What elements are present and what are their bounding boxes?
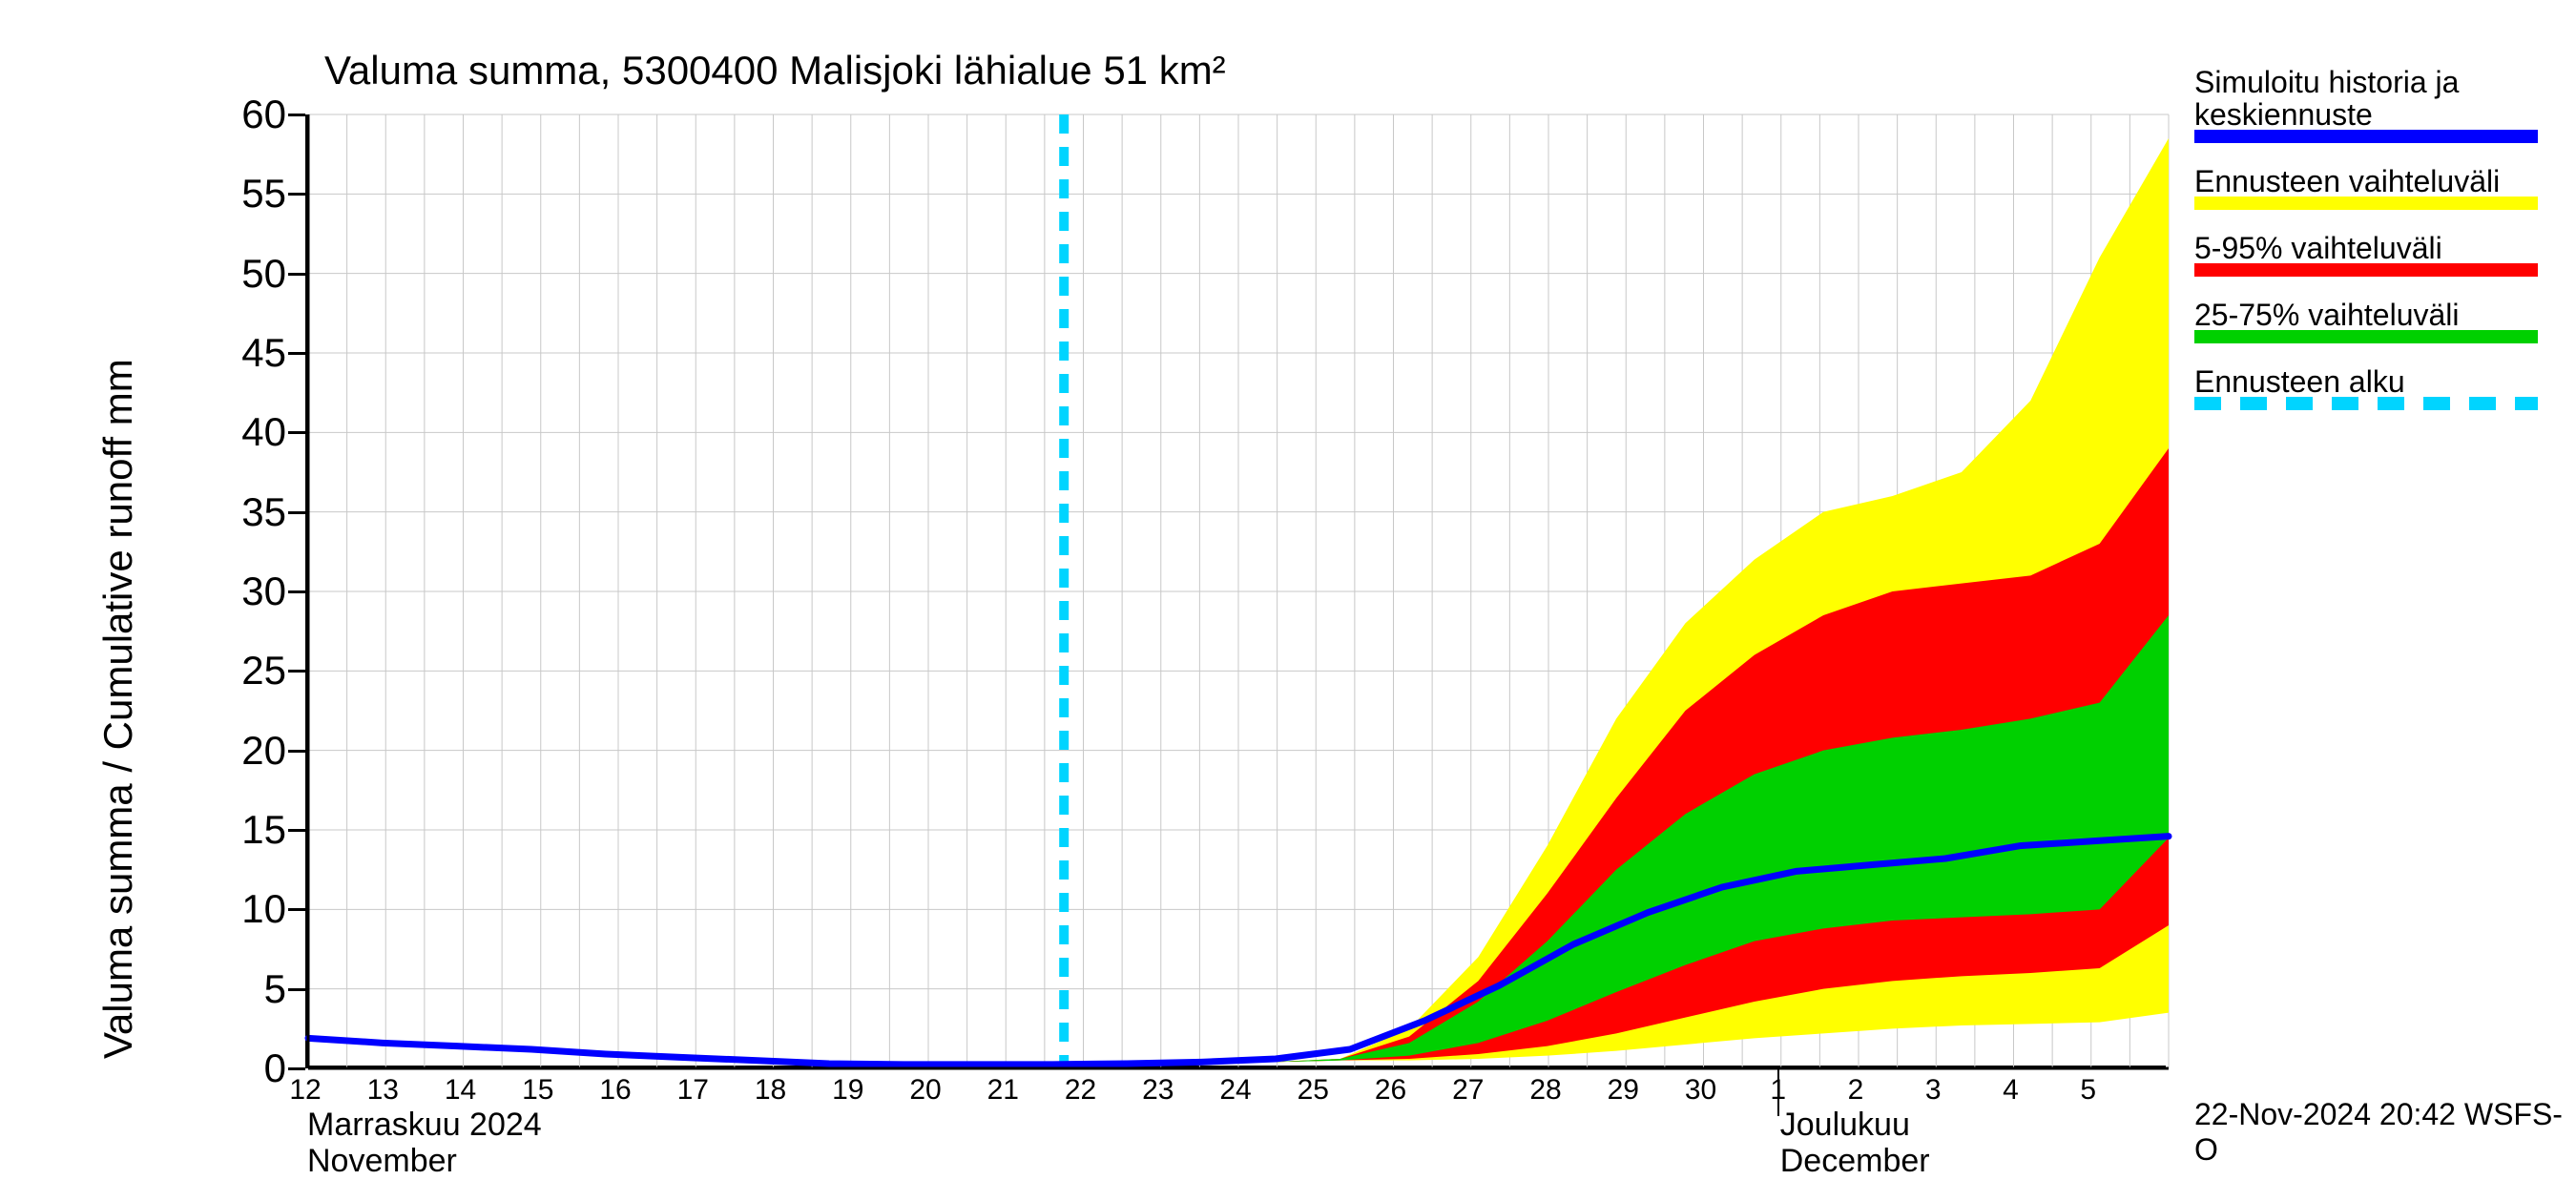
legend-swatch bbox=[2194, 263, 2538, 277]
y-tick-mark bbox=[288, 750, 305, 753]
y-tick-mark bbox=[288, 908, 305, 911]
y-tick-mark bbox=[288, 670, 305, 673]
month-label: December bbox=[1780, 1143, 1930, 1180]
x-tick-label: 5 bbox=[2080, 1074, 2096, 1107]
legend-label: keskiennuste bbox=[2194, 97, 2373, 133]
chart-title: Valuma summa, 5300400 Malisjoki lähialue… bbox=[324, 48, 1226, 93]
lines-layer bbox=[308, 114, 2169, 1068]
x-tick-label: 12 bbox=[289, 1074, 321, 1107]
x-tick-label: 24 bbox=[1219, 1074, 1251, 1107]
y-tick-label: 60 bbox=[191, 92, 286, 137]
month-divider bbox=[1777, 1068, 1779, 1116]
y-tick-mark bbox=[288, 829, 305, 832]
y-tick-mark bbox=[288, 988, 305, 991]
x-tick-label: 28 bbox=[1529, 1074, 1561, 1107]
x-tick-label: 13 bbox=[367, 1074, 399, 1107]
legend-swatch bbox=[2194, 330, 2538, 343]
y-tick-label: 20 bbox=[191, 728, 286, 774]
legend-label: 25-75% vaihteluväli bbox=[2194, 298, 2460, 333]
y-tick-label: 15 bbox=[191, 807, 286, 853]
x-tick-label: 14 bbox=[445, 1074, 476, 1107]
y-tick-mark bbox=[288, 511, 305, 514]
chart-container: Valuma summa, 5300400 Malisjoki lähialue… bbox=[0, 0, 2576, 1145]
legend-label: Simuloitu historia ja bbox=[2194, 65, 2459, 100]
month-label: November bbox=[307, 1143, 457, 1180]
x-tick-label: 15 bbox=[522, 1074, 553, 1107]
y-tick-label: 50 bbox=[191, 251, 286, 297]
x-tick-label: 23 bbox=[1142, 1074, 1174, 1107]
legend-label: Ennusteen alku bbox=[2194, 364, 2405, 400]
legend-swatch bbox=[2194, 197, 2538, 210]
x-tick-label: 4 bbox=[2003, 1074, 2019, 1107]
y-tick-label: 5 bbox=[191, 966, 286, 1012]
y-tick-label: 10 bbox=[191, 886, 286, 932]
legend-swatch bbox=[2194, 130, 2538, 143]
plot-area bbox=[305, 114, 2166, 1068]
x-tick-label: 18 bbox=[755, 1074, 786, 1107]
legend-label: 5-95% vaihteluväli bbox=[2194, 231, 2442, 266]
x-tick-label: 17 bbox=[677, 1074, 709, 1107]
y-tick-label: 45 bbox=[191, 330, 286, 376]
y-tick-mark bbox=[288, 352, 305, 355]
y-tick-label: 25 bbox=[191, 648, 286, 694]
x-tick-label: 16 bbox=[599, 1074, 631, 1107]
x-tick-label: 3 bbox=[1925, 1074, 1942, 1107]
x-tick-label: 22 bbox=[1065, 1074, 1096, 1107]
y-tick-label: 0 bbox=[191, 1045, 286, 1091]
y-tick-mark bbox=[288, 193, 305, 196]
month-label: Joulukuu bbox=[1780, 1107, 1910, 1144]
x-tick-label: 30 bbox=[1685, 1074, 1716, 1107]
legend-swatch bbox=[2194, 397, 2538, 410]
x-tick-label: 21 bbox=[987, 1074, 1019, 1107]
x-tick-label: 19 bbox=[832, 1074, 863, 1107]
y-tick-label: 55 bbox=[191, 171, 286, 217]
y-tick-label: 40 bbox=[191, 409, 286, 455]
x-tick-label: 25 bbox=[1298, 1074, 1329, 1107]
y-tick-mark bbox=[288, 114, 305, 116]
x-tick-label: 26 bbox=[1375, 1074, 1406, 1107]
month-label: Marraskuu 2024 bbox=[307, 1107, 542, 1144]
y-tick-mark bbox=[288, 273, 305, 276]
x-tick-label: 2 bbox=[1848, 1074, 1864, 1107]
y-tick-label: 30 bbox=[191, 569, 286, 614]
y-tick-mark bbox=[288, 431, 305, 434]
x-tick-label: 27 bbox=[1452, 1074, 1484, 1107]
x-tick-label: 20 bbox=[909, 1074, 941, 1107]
y-axis-label: Valuma summa / Cumulative runoff mm bbox=[95, 359, 141, 1059]
y-tick-mark bbox=[288, 590, 305, 593]
legend-label: Ennusteen vaihteluväli bbox=[2194, 164, 2500, 199]
footer-timestamp: 22-Nov-2024 20:42 WSFS-O bbox=[2194, 1097, 2576, 1168]
x-tick-label: 29 bbox=[1608, 1074, 1639, 1107]
y-tick-mark bbox=[288, 1067, 305, 1070]
y-tick-label: 35 bbox=[191, 489, 286, 535]
